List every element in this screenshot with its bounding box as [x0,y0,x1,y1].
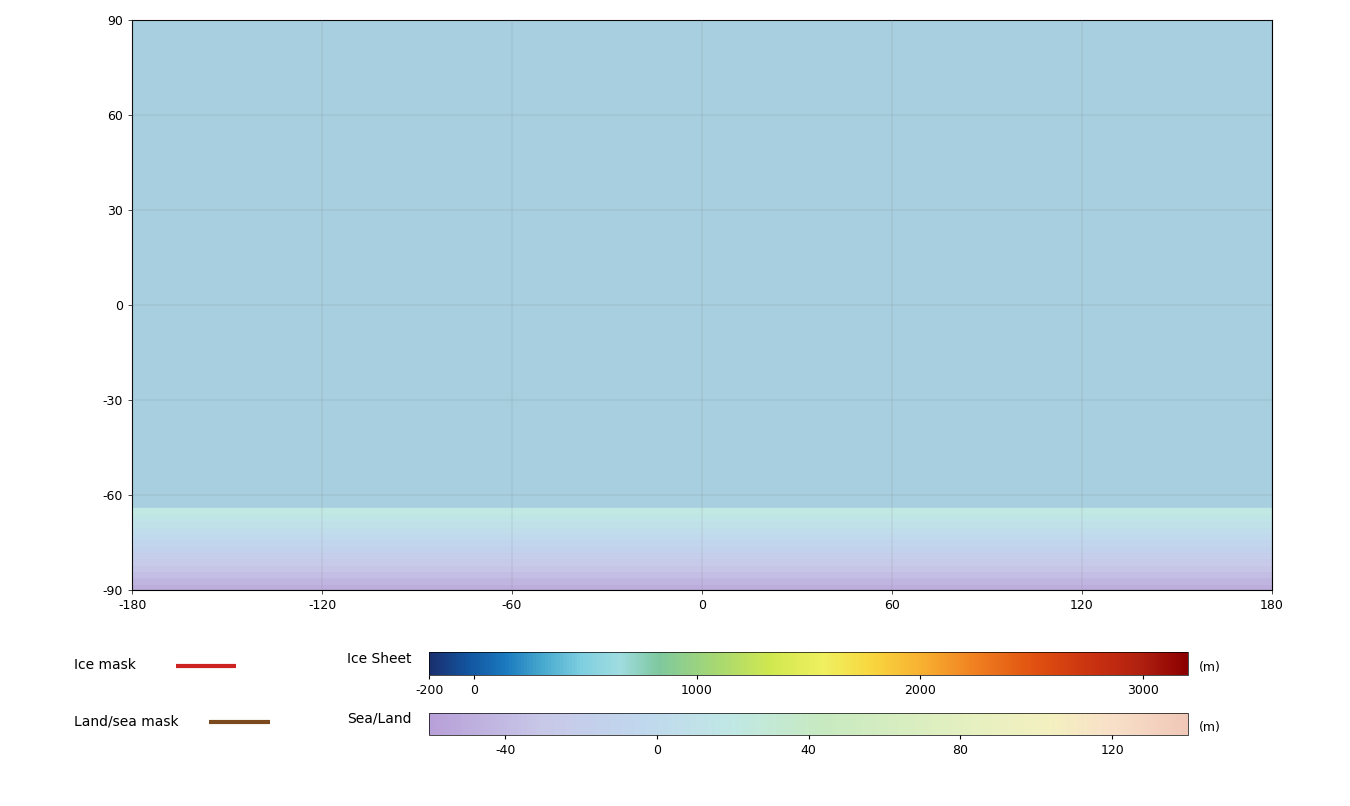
Bar [132,571,1272,577]
Bar [132,546,1272,552]
Bar [132,526,1272,533]
Bar [132,577,1272,584]
Text: Land/sea mask: Land/sea mask [74,714,178,729]
Bar [132,565,1272,571]
Bar [132,539,1272,546]
Bar [132,521,1272,526]
Text: Ice Sheet: Ice Sheet [347,651,412,666]
Bar [132,508,1272,514]
Text: (m): (m) [1199,721,1220,734]
Bar [132,552,1272,559]
Text: Ice mask: Ice mask [74,658,136,672]
Bar [132,514,1272,521]
Text: Sea/Land: Sea/Land [347,712,412,726]
Bar [132,584,1272,590]
Bar [132,533,1272,539]
Text: (m): (m) [1199,661,1220,674]
Bar [132,559,1272,565]
